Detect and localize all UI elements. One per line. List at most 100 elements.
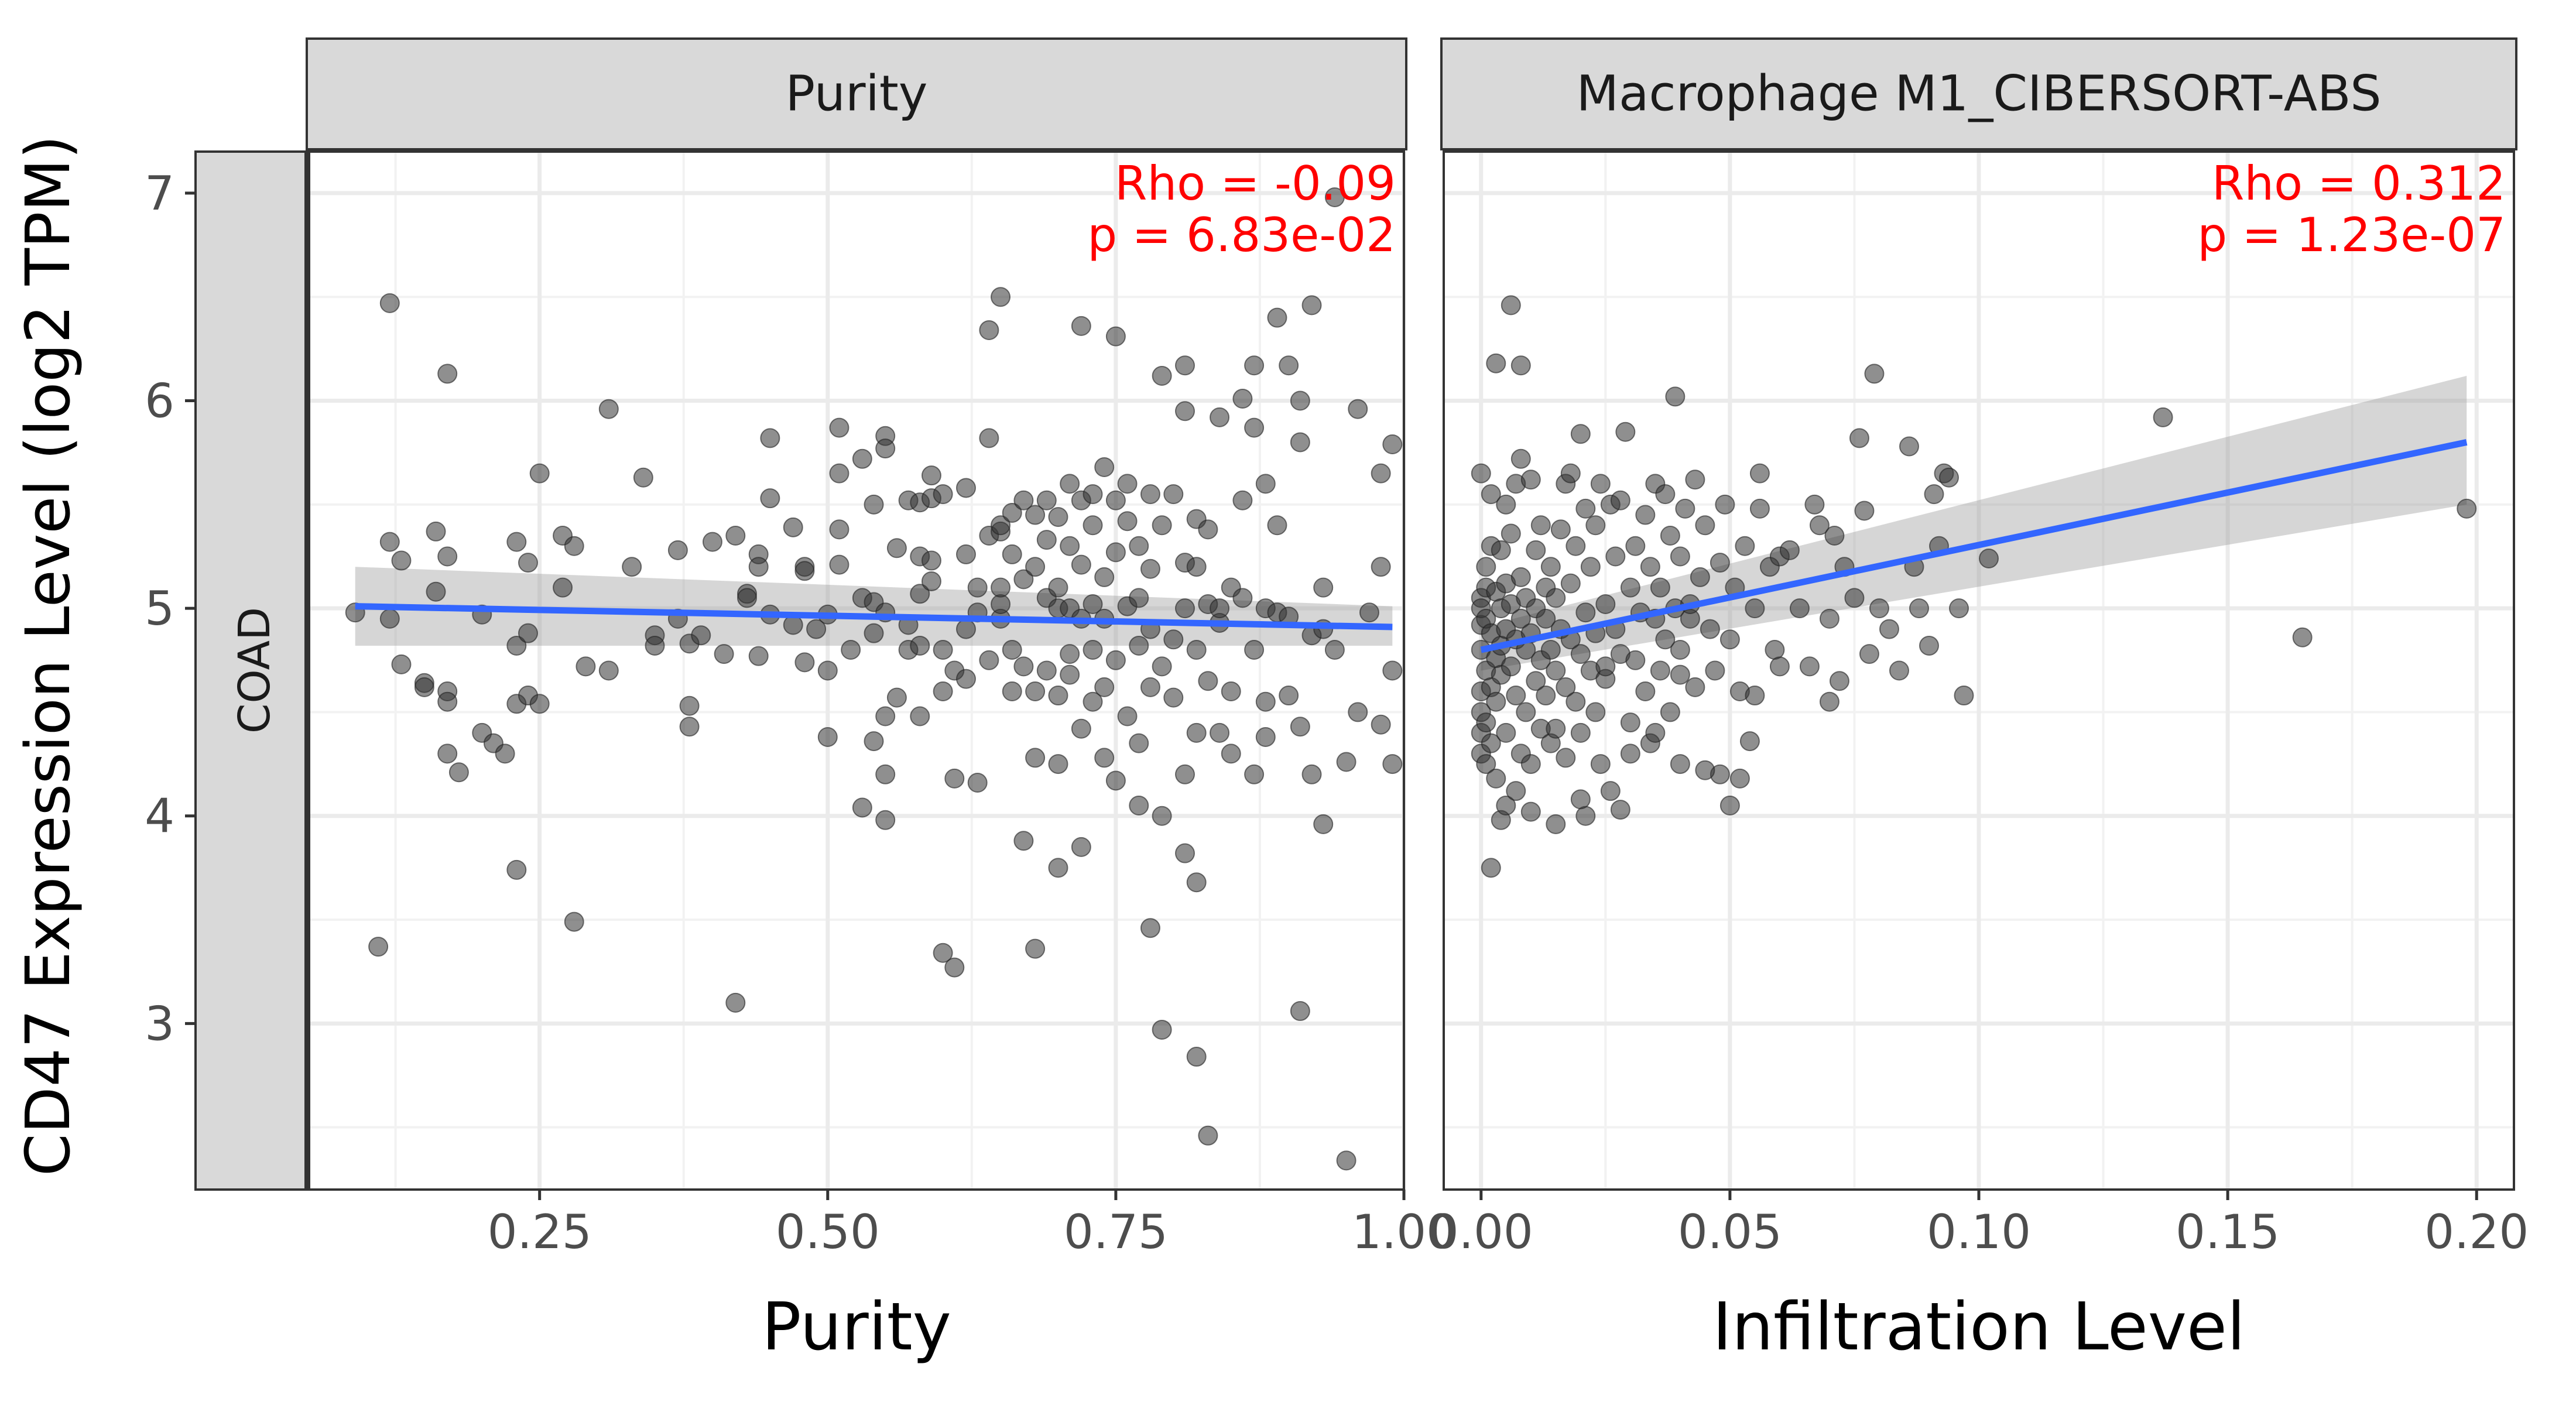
scatter-point xyxy=(1869,598,1889,619)
scatter-point xyxy=(1083,594,1103,615)
scatter-point xyxy=(886,687,907,708)
scatter-point xyxy=(1844,588,1865,608)
scatter-point xyxy=(1244,764,1265,784)
scatter-point xyxy=(1094,457,1115,477)
scatter-point xyxy=(1854,501,1875,521)
scatter-point xyxy=(1536,686,1556,706)
scatter-point xyxy=(1501,295,1521,316)
scatter-point xyxy=(1105,770,1126,791)
scatter-point xyxy=(864,494,884,515)
scatter-point xyxy=(1735,536,1755,556)
scatter-point xyxy=(1025,748,1046,768)
scatter-point xyxy=(1348,702,1368,722)
scatter-point xyxy=(1829,671,1849,691)
scatter-point xyxy=(564,911,584,932)
scatter-point xyxy=(760,428,780,448)
scatter-point xyxy=(1267,515,1287,536)
scatter-point xyxy=(1152,806,1172,826)
scatter-point xyxy=(1232,388,1253,409)
scatter-point xyxy=(1279,355,1299,376)
scatter-point xyxy=(2457,498,2477,519)
scatter-point xyxy=(598,660,619,681)
scatter-point xyxy=(1650,577,1670,598)
scatter-point xyxy=(1371,714,1391,735)
scatter-point xyxy=(1705,660,1725,681)
scatter-point xyxy=(1575,806,1596,826)
scatter-point xyxy=(1526,540,1546,560)
scatter-point xyxy=(1175,843,1195,863)
scatter-point xyxy=(1048,577,1068,598)
scatter-point xyxy=(1520,754,1541,775)
scatter-point xyxy=(1071,718,1091,739)
scatter-point xyxy=(1301,764,1322,784)
scatter-point xyxy=(1152,656,1172,677)
scatter-point xyxy=(1486,691,1506,712)
scatter-point xyxy=(1198,1125,1218,1146)
scatter-point xyxy=(1476,557,1496,577)
scatter-point xyxy=(1979,549,1999,569)
scatter-point xyxy=(725,526,746,546)
scatter-point xyxy=(1695,760,1715,780)
scatter-point xyxy=(437,743,458,764)
scatter-point xyxy=(748,646,769,666)
scatter-point xyxy=(1700,619,1720,639)
scatter-point xyxy=(379,608,400,629)
y-tick-label: 3 xyxy=(145,996,174,1051)
scatter-point xyxy=(933,943,953,963)
scatter-point xyxy=(1879,619,1899,639)
panel-title: Purity xyxy=(786,65,928,122)
scatter-point xyxy=(1255,727,1276,747)
scatter-point xyxy=(1919,635,1939,656)
scatter-point xyxy=(1186,640,1207,660)
y-tick-label: 7 xyxy=(145,166,174,221)
scatter-point xyxy=(1210,722,1230,743)
scatter-point xyxy=(1129,795,1149,815)
scatter-point xyxy=(1948,598,1969,619)
scatter-point xyxy=(576,656,596,677)
scatter-point xyxy=(1590,754,1611,775)
x-tick-label: 0.10 xyxy=(1927,1205,2031,1259)
scatter-point xyxy=(1859,644,1879,664)
scatter-point xyxy=(1570,722,1591,743)
scatter-point xyxy=(1083,691,1103,712)
scatter-point xyxy=(1496,722,1516,743)
scatter-point xyxy=(1198,519,1218,540)
scatter-point xyxy=(1002,640,1022,660)
scatter-point xyxy=(991,594,1011,615)
scatter-point xyxy=(495,743,515,764)
scatter-point xyxy=(1290,432,1310,453)
scatter-point xyxy=(1371,463,1391,484)
x-tick-label: 0.75 xyxy=(1064,1205,1168,1259)
scatter-point xyxy=(1129,588,1149,608)
scatter-point xyxy=(1520,470,1541,490)
scatter-point xyxy=(1048,686,1068,706)
scatter-point xyxy=(1849,428,1869,448)
scatter-point xyxy=(379,532,400,552)
scatter-point xyxy=(1324,640,1345,660)
scatter-point xyxy=(1186,1047,1207,1067)
scatter-point xyxy=(598,399,619,419)
scatter-point xyxy=(1575,602,1596,623)
scatter-point xyxy=(1924,484,1944,505)
scatter-point xyxy=(1546,588,1566,608)
scatter-point xyxy=(518,553,538,573)
scatter-point xyxy=(1036,530,1057,550)
scatter-point xyxy=(1175,401,1195,422)
scatter-point xyxy=(1036,490,1057,510)
scatter-point xyxy=(1186,722,1207,743)
scatter-point xyxy=(1013,656,1034,677)
scatter-point xyxy=(1071,554,1091,575)
scatter-point xyxy=(506,532,527,552)
scatter-point xyxy=(1789,598,1810,619)
scatter-point xyxy=(1002,544,1022,564)
scatter-point xyxy=(1152,1019,1172,1040)
scatter-point xyxy=(1540,557,1561,577)
scatter-point xyxy=(1324,187,1345,208)
scatter-point xyxy=(437,546,458,567)
scatter-point xyxy=(1129,536,1149,556)
scatter-point xyxy=(1695,515,1715,536)
scatter-point xyxy=(875,706,896,727)
scatter-point xyxy=(1580,557,1601,577)
scatter-point xyxy=(1640,557,1660,577)
scatter-point xyxy=(1739,731,1760,752)
